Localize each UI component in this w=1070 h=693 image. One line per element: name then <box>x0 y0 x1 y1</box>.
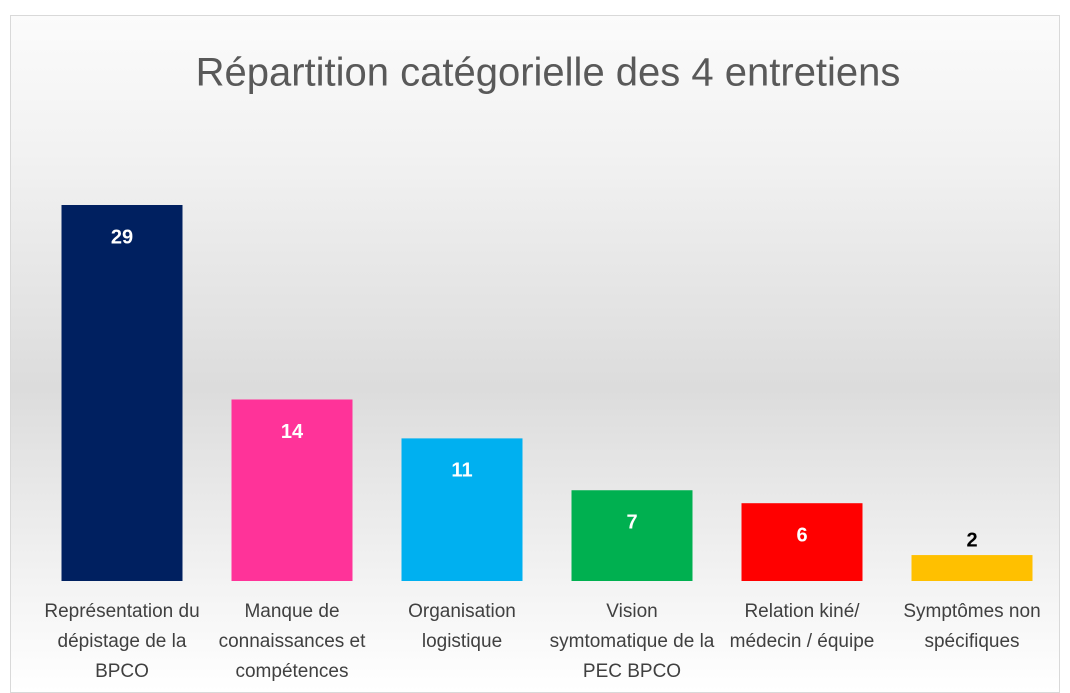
value-label: 29 <box>111 226 133 248</box>
bar <box>911 555 1033 581</box>
x-tick-label: Symptômes non spécifiques <box>903 601 1041 652</box>
bar <box>571 490 693 581</box>
value-label: 11 <box>451 460 472 482</box>
value-label: 6 <box>796 524 807 546</box>
bar <box>61 205 183 581</box>
bar <box>741 503 863 581</box>
value-label: 7 <box>626 512 637 534</box>
x-tick-label: Représentation du dépistage de la BPCO <box>44 601 200 682</box>
chart-title: Répartition catégorielle des 4 entretien… <box>196 51 901 95</box>
value-label: 14 <box>281 421 304 443</box>
x-tick-label: Relation kiné/ médecin / équipe <box>729 601 875 652</box>
x-tick-label: Manque de connaissances et compétences <box>218 601 366 682</box>
chart-area <box>10 15 1060 693</box>
value-label: 2 <box>966 529 977 551</box>
bar <box>231 399 353 581</box>
bar <box>401 438 523 581</box>
x-tick-label: Organisation logistique <box>408 601 516 652</box>
x-tick-label: Vision symtomatique de la PEC BPCO <box>549 601 715 682</box>
